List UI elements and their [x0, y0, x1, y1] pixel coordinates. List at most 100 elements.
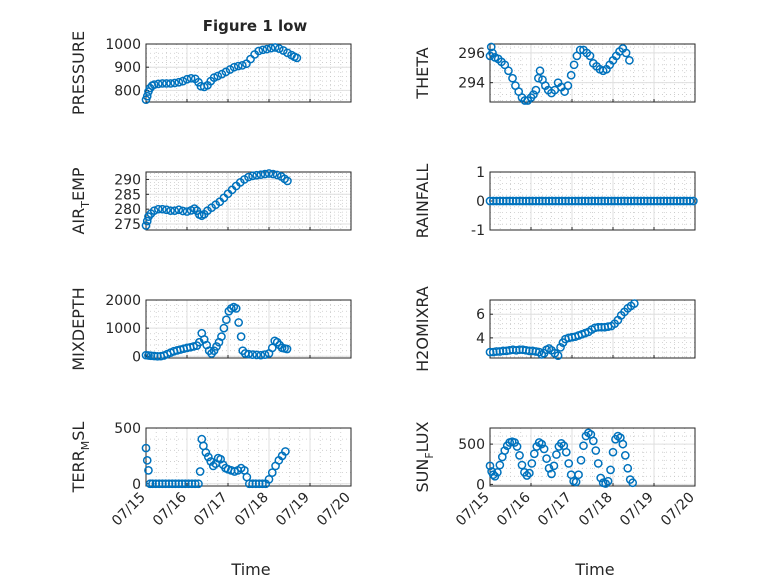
data-point: [542, 454, 551, 463]
data-point: [603, 476, 613, 486]
data-point: [500, 60, 510, 70]
data-point: [292, 53, 302, 63]
data-point: [166, 79, 175, 88]
y-axis-label: TERRMSL: [69, 422, 92, 494]
data-point: [153, 79, 163, 89]
data-point: [569, 60, 579, 70]
y-axis-label-main: SUN: [413, 459, 432, 493]
x-axis-label-left: Time: [230, 560, 270, 579]
data-point: [174, 77, 184, 87]
data-point: [208, 461, 218, 471]
data-point: [574, 470, 583, 480]
y-tick-label: 1000: [105, 37, 141, 53]
data-point: [596, 473, 606, 483]
data-point: [236, 332, 246, 341]
y-axis-label: MIXDEPTH: [69, 287, 88, 370]
data-point: [515, 451, 524, 460]
data-point: [527, 459, 537, 468]
x-tick-label: 07/20: [314, 490, 354, 530]
data-point: [522, 471, 532, 480]
data-point: [588, 436, 598, 446]
x-tick-label: 07/20: [658, 490, 698, 530]
y-tick-label: 4: [476, 331, 485, 347]
data-point: [195, 467, 205, 476]
data-point: [145, 479, 155, 489]
data-point: [194, 479, 203, 489]
data-point: [563, 81, 573, 90]
data-point: [500, 446, 510, 455]
data-point: [552, 450, 561, 459]
y-tick-label: 294: [458, 76, 485, 92]
y-tick-label: 800: [114, 83, 141, 99]
data-point: [186, 73, 196, 83]
y-tick-label: -1: [471, 223, 485, 239]
data-point: [561, 447, 571, 457]
data-point: [281, 447, 290, 456]
subplot-h2omixra: 4 6 H2OMIXRA: [413, 286, 696, 372]
data-series: [485, 196, 698, 206]
data-point: [256, 350, 266, 360]
data-point: [579, 441, 588, 451]
data-series: [485, 428, 638, 488]
data-point: [689, 196, 698, 206]
data-point: [270, 43, 280, 52]
y-tick-label: 290: [114, 172, 141, 188]
data-point: [142, 216, 152, 226]
data-point: [209, 346, 219, 356]
x-tick-label: 07/19: [273, 490, 313, 530]
data-series: [485, 299, 639, 360]
data-point: [625, 56, 634, 65]
data-point: [190, 204, 199, 213]
data-series: [485, 42, 634, 105]
y-tick-label: 500: [114, 421, 141, 437]
data-point: [178, 76, 188, 86]
y-tick-label: 900: [114, 60, 141, 76]
y-tick-label: 500: [458, 437, 485, 453]
data-point: [601, 479, 610, 488]
y-tick-label: 275: [114, 217, 141, 233]
data-point: [282, 344, 292, 354]
data-point: [144, 466, 153, 475]
figure-title: Figure 1 low: [203, 17, 308, 35]
data-point: [158, 204, 167, 214]
data-point: [564, 459, 574, 468]
y-tick-label: 285: [114, 187, 141, 203]
x-tick-label: 07/18: [576, 490, 616, 530]
x-tick-label: 07/17: [191, 490, 231, 530]
data-point: [525, 468, 534, 478]
x-tick-label: 07/16: [494, 489, 534, 529]
data-point: [488, 48, 497, 58]
data-point: [485, 461, 495, 471]
y-axis-label-subscript: T: [79, 201, 92, 209]
data-point: [238, 60, 247, 70]
data-point: [585, 51, 595, 61]
data-point: [486, 42, 496, 52]
data-point: [606, 465, 615, 475]
data-point: [244, 349, 253, 359]
plot-frame: [489, 43, 696, 103]
y-axis-label-subscript: M: [79, 441, 92, 451]
data-point: [252, 350, 262, 360]
data-point: [620, 451, 630, 460]
data-point: [283, 176, 292, 186]
data-point: [178, 206, 188, 216]
data-point: [608, 447, 618, 457]
plot-frame: [145, 171, 352, 231]
y-axis-label-main: TERR: [69, 450, 88, 493]
y-axis-label: PRESSURE: [69, 31, 88, 115]
subplot-terr: 07/15 07/16 07/17 07/18 07/19 07/20 0 500 TERRMS…: [69, 421, 354, 529]
data-series: [141, 302, 292, 361]
data-point: [206, 457, 216, 466]
data-point: [201, 448, 211, 457]
y-tick-label: 280: [114, 202, 141, 218]
data-point: [203, 452, 213, 462]
data-point: [549, 461, 559, 471]
data-series: [141, 434, 290, 489]
plot-frame: [489, 427, 696, 487]
y-axis-label-tail: EMP: [69, 167, 88, 201]
data-point: [233, 61, 243, 71]
data-point: [262, 44, 272, 54]
